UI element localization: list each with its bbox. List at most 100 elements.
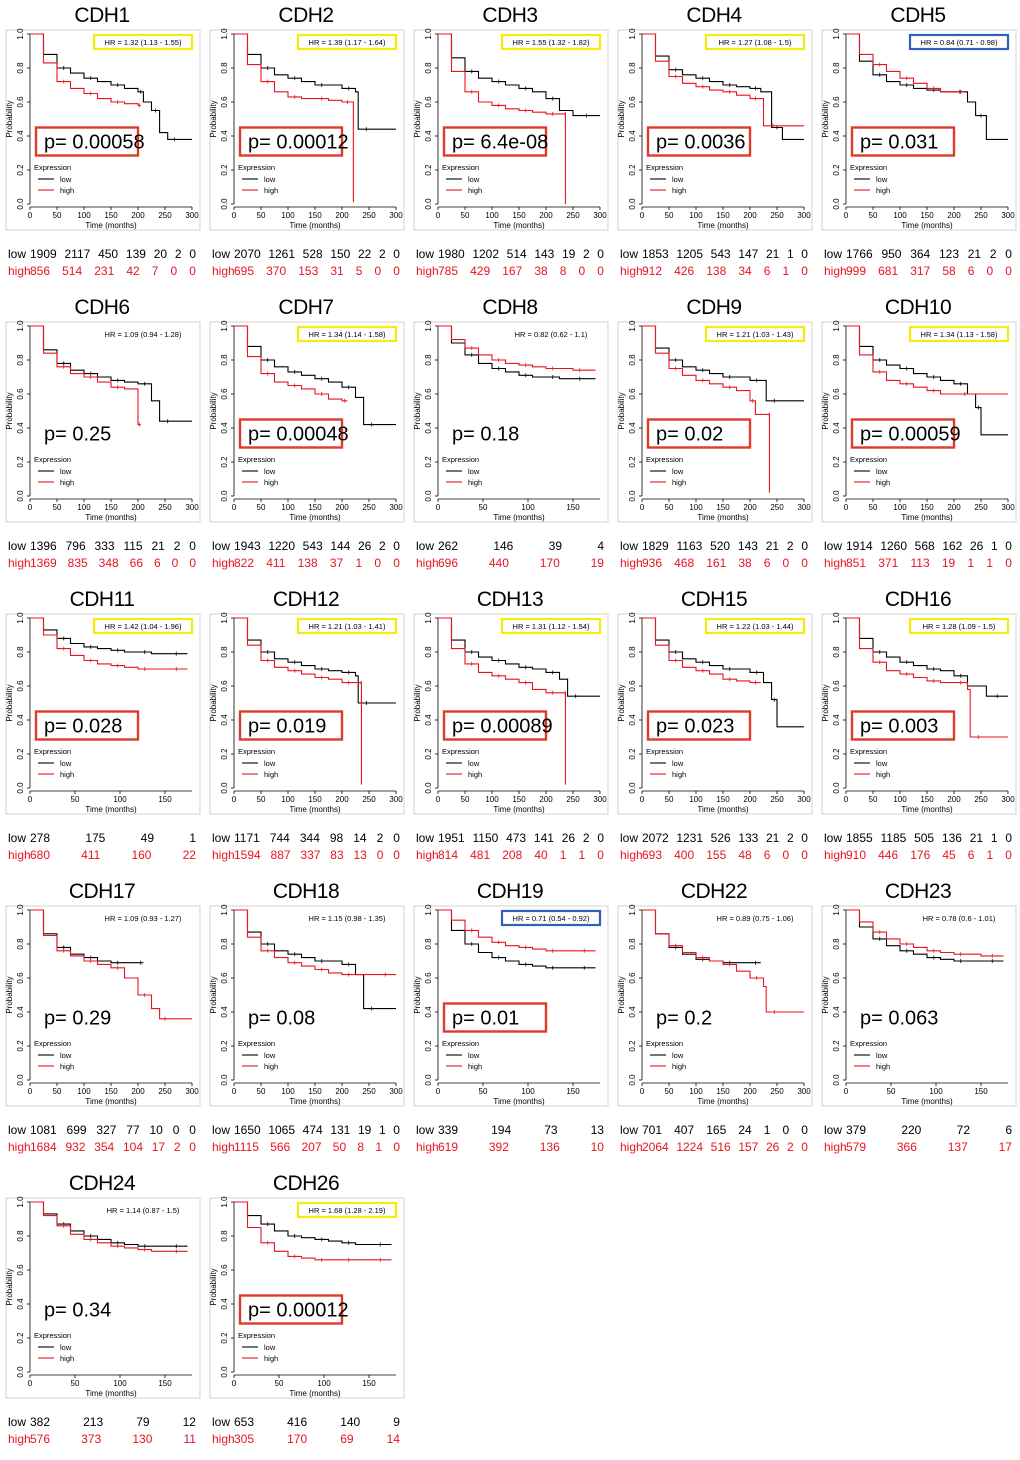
y-tick-label: 0.0 xyxy=(220,782,229,794)
p-value-box xyxy=(238,1294,344,1325)
risk-count: 514 xyxy=(62,264,83,278)
risk-count: 2 xyxy=(378,539,386,553)
risk-count: 681 xyxy=(878,264,899,278)
y-tick-label: 0.6 xyxy=(628,388,637,400)
risk-count: 0 xyxy=(171,556,179,570)
x-tick-label: 250 xyxy=(362,211,376,220)
risk-count: 0 xyxy=(1005,539,1012,553)
risk-count: 339 xyxy=(438,1123,459,1137)
risk-row-low: low 262 146 39 4 xyxy=(416,538,608,555)
y-tick-label: 0.2 xyxy=(16,1332,25,1344)
y-tick-label: 1.0 xyxy=(424,904,433,916)
km-plot: 0.0 0.2 0.4 0.6 0.8 1.0 0 50 100 150 200 250 300 Time… xyxy=(5,28,201,231)
x-tick-label: 150 xyxy=(920,795,934,804)
risk-count: 696 xyxy=(438,556,459,570)
y-tick-label: 0.4 xyxy=(424,422,433,434)
risk-count: 6 xyxy=(967,848,975,862)
y-tick-label: 1.0 xyxy=(220,1196,229,1208)
y-tick-label: 0.2 xyxy=(16,1040,25,1052)
y-tick-label: 0.4 xyxy=(628,422,637,434)
risk-count: 0 xyxy=(782,1123,790,1137)
gene-title: CDH15 xyxy=(680,588,748,611)
y-tick-label: 0.8 xyxy=(424,938,433,950)
x-tick-label: 300 xyxy=(1001,211,1015,220)
risk-count: 379 xyxy=(846,1123,867,1137)
x-tick-label: 250 xyxy=(770,795,784,804)
p-value-box xyxy=(442,1002,548,1033)
y-tick-label: 0.2 xyxy=(220,164,229,176)
legend-high: high xyxy=(468,478,482,487)
risk-count: 2072 xyxy=(642,831,669,845)
risk-count: 136 xyxy=(539,1140,560,1154)
y-tick-label: 1.0 xyxy=(16,1196,25,1208)
risk-row-low: low 1853 1205 543 147 21 1 0 xyxy=(620,246,812,263)
risk-count: 566 xyxy=(270,1140,291,1154)
km-plot: 0.0 0.2 0.4 0.6 0.8 1.0 0 50 100 150 200 250 300 Time… xyxy=(5,904,201,1107)
risk-count: 26 xyxy=(561,831,576,845)
legend-low: low xyxy=(876,1051,888,1060)
risk-count: 0 xyxy=(1005,831,1012,845)
risk-row-low: low 1766 950 364 123 21 2 0 xyxy=(824,246,1016,263)
km-curve-high xyxy=(846,33,965,93)
x-tick-label: 150 xyxy=(308,503,322,512)
x-tick-label: 150 xyxy=(512,795,526,804)
risk-count: 2117 xyxy=(64,247,91,261)
y-axis-label: Probability xyxy=(5,976,14,1013)
x-tick-label: 100 xyxy=(689,503,703,512)
x-tick-label: 200 xyxy=(335,211,349,220)
legend-title: Expression xyxy=(646,455,683,464)
km-plot: 0.0 0.2 0.4 0.6 0.8 1.0 0 50 100 150 200 250 300 Time… xyxy=(209,904,405,1107)
km-plot: 0.0 0.2 0.4 0.6 0.8 1.0 0 50 100 150 200 250 300 Time… xyxy=(821,320,1017,523)
hr-box xyxy=(92,617,194,635)
x-tick-label: 150 xyxy=(158,1379,172,1388)
p-value-box xyxy=(34,126,140,157)
x-tick-label: 200 xyxy=(947,503,961,512)
km-curve-high xyxy=(234,33,354,202)
hazard-ratio-label: HR = 1.68 (1.28 - 2.19) xyxy=(309,1206,386,1215)
km-plot: 0.0 0.2 0.4 0.6 0.8 1.0 0 50 100 150 Time (months)… xyxy=(413,320,609,523)
numbers-at-risk-table: low 1081 699 327 77 10 0 0 high 1684 932 354 104 17 2 0 xyxy=(8,1122,200,1156)
gene-title: CDH19 xyxy=(476,880,544,903)
risk-row-label: high xyxy=(620,556,643,570)
risk-count: 1163 xyxy=(676,539,703,553)
risk-count: 693 xyxy=(642,848,663,862)
km-plot: 0.0 0.2 0.4 0.6 0.8 1.0 0 50 100 150 200 250 300 Time… xyxy=(413,28,609,231)
risk-count: 115 xyxy=(123,539,143,553)
risk-count: 910 xyxy=(846,848,867,862)
legend-low: low xyxy=(60,1051,72,1060)
risk-count: 0 xyxy=(801,247,808,261)
risk-count: 468 xyxy=(674,556,695,570)
risk-row-label: high xyxy=(8,556,31,570)
risk-count: 1150 xyxy=(472,831,499,845)
risk-count: 0 xyxy=(782,556,790,570)
y-tick-label: 0.8 xyxy=(16,938,25,950)
risk-row-label: high xyxy=(8,848,31,862)
plot-frame xyxy=(209,905,405,1107)
x-tick-label: 50 xyxy=(257,795,266,804)
risk-count: 305 xyxy=(234,1432,255,1446)
y-tick-label: 0.2 xyxy=(220,1332,229,1344)
risk-count: 411 xyxy=(266,556,286,570)
risk-count: 40 xyxy=(534,848,548,862)
x-axis-label: Time (months) xyxy=(85,513,137,522)
x-axis-label: Time (months) xyxy=(901,221,953,230)
hazard-ratio-label: HR = 1.34 (1.14 - 1.58) xyxy=(309,330,386,339)
y-tick-label: 1.0 xyxy=(220,320,229,332)
legend-title: Expression xyxy=(34,163,71,172)
y-tick-label: 0.8 xyxy=(220,1230,229,1242)
numbers-at-risk-table: low 262 146 39 4 high 696 440 170 19 xyxy=(416,538,608,572)
y-tick-label: 0.8 xyxy=(628,354,637,366)
legend-high: high xyxy=(264,186,278,195)
risk-count: 138 xyxy=(297,556,318,570)
km-panel-cdh4: CDH4 0.0 0.2 0.4 0.6 0.8 1.0 0 50 100 150 200 250 300… xyxy=(612,0,816,292)
x-tick-label: 300 xyxy=(389,503,403,512)
x-tick-label: 200 xyxy=(539,795,553,804)
legend-title: Expression xyxy=(442,747,479,756)
p-value: p= 0.031 xyxy=(860,132,938,154)
risk-row-label: low xyxy=(416,539,435,553)
risk-count: 170 xyxy=(287,1432,308,1446)
y-tick-label: 0.6 xyxy=(16,680,25,692)
x-tick-label: 200 xyxy=(743,503,757,512)
legend-low: low xyxy=(264,1343,276,1352)
risk-count: 72 xyxy=(956,1123,971,1137)
